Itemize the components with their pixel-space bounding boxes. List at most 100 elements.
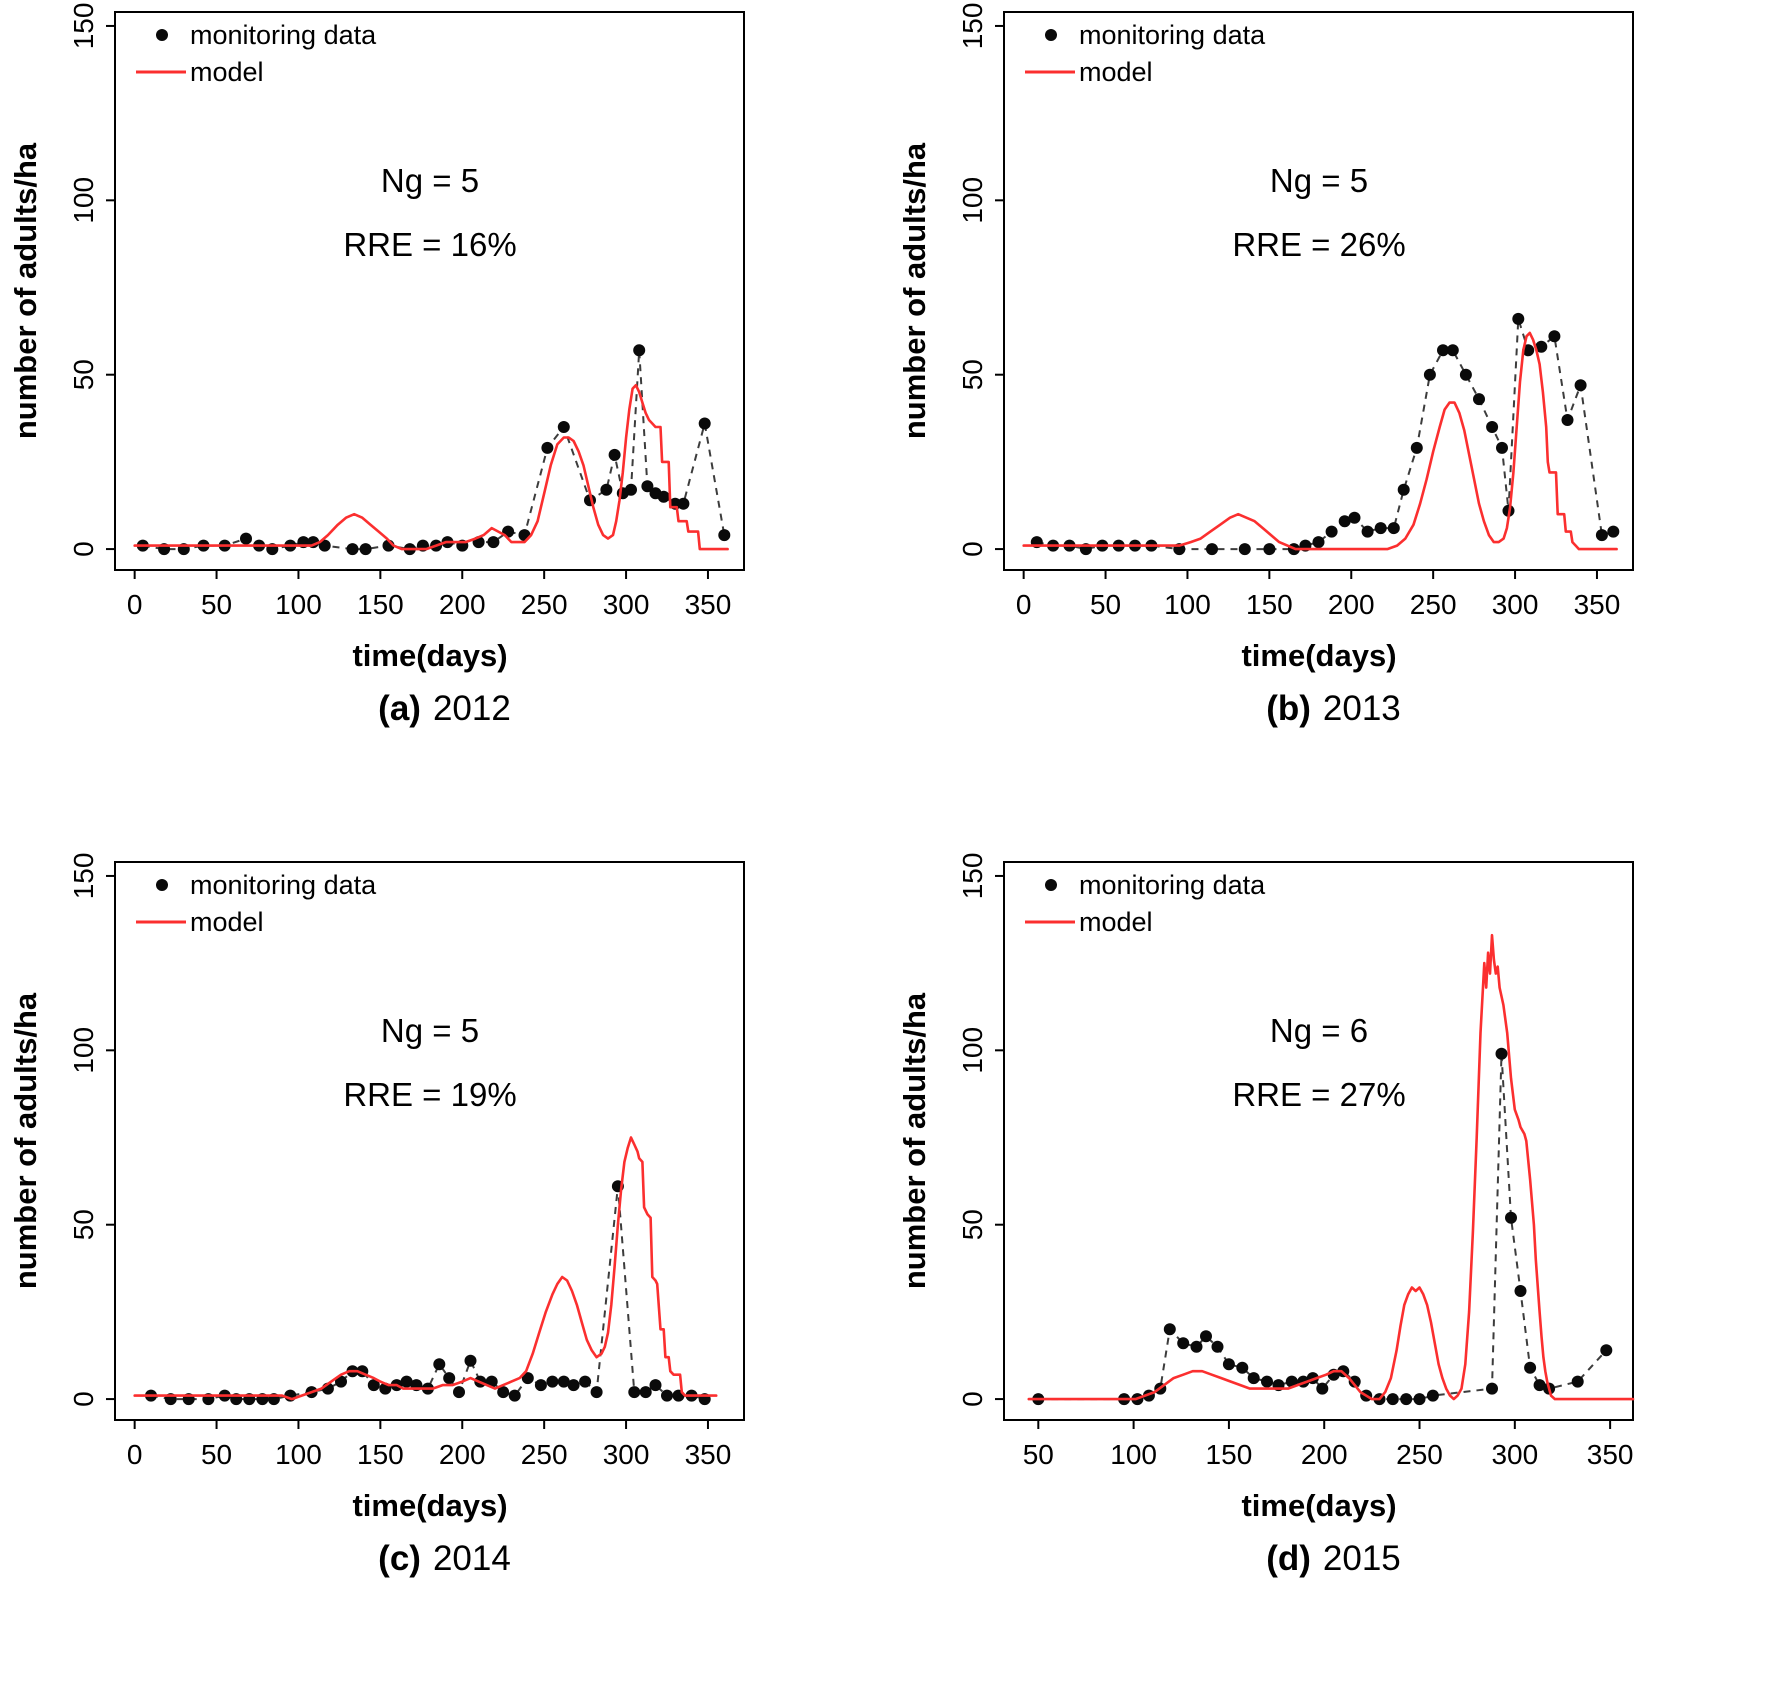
data-point xyxy=(661,1389,673,1402)
legend-model-label: model xyxy=(190,57,264,87)
data-point xyxy=(335,1375,347,1388)
data-point xyxy=(1206,543,1218,556)
x-tick-label: 250 xyxy=(521,589,568,620)
x-axis-label: time(days) xyxy=(1241,1488,1396,1523)
model-line xyxy=(133,383,729,551)
annotation-rre: RRE = 16% xyxy=(343,226,516,263)
data-point xyxy=(1413,1393,1426,1406)
data-point xyxy=(1238,543,1251,556)
data-point xyxy=(1495,1047,1508,1060)
legend-monitoring-label: monitoring data xyxy=(190,870,377,900)
legend-monitoring-point-icon xyxy=(1045,879,1057,891)
data-point xyxy=(1426,1389,1439,1402)
y-tick-label: 100 xyxy=(68,177,99,224)
data-point xyxy=(521,1372,534,1385)
caption-year: 2014 xyxy=(432,1539,511,1578)
chart-panel-2013: 0 50 100 150 200 250 300 350 0 50 100 150 number of… xyxy=(889,0,1778,850)
model-line xyxy=(1022,331,1618,551)
caption-tag: (c) xyxy=(378,1539,421,1578)
data-point xyxy=(1486,1382,1498,1395)
y-axis-label: number of adults/ha xyxy=(897,142,932,439)
x-tick-label: 200 xyxy=(439,1439,486,1470)
y-tick-label: 50 xyxy=(68,1209,99,1240)
chart-2014: 0 50 100 150 200 250 300 350 0 50 100 150 number of… xyxy=(8,853,745,1523)
data-point xyxy=(359,543,372,556)
data-point xyxy=(400,1375,413,1388)
data-point xyxy=(1222,1358,1235,1371)
data-point xyxy=(1571,1375,1584,1388)
caption: (b) 2013 xyxy=(889,689,1778,729)
caption-tag: (a) xyxy=(378,689,421,728)
x-tick-label: 150 xyxy=(1246,589,1293,620)
data-point xyxy=(639,1386,652,1399)
data-point xyxy=(1190,1340,1203,1353)
x-tick-label: 250 xyxy=(1410,589,1457,620)
model-line xyxy=(1027,933,1635,1401)
x-tick-label: 350 xyxy=(1574,589,1621,620)
chart-panel-2014: 0 50 100 150 200 250 300 350 0 50 100 150 number of… xyxy=(0,850,889,1700)
caption-year: 2015 xyxy=(1322,1539,1401,1578)
plot-area: 50 100 150 200 250 300 350 0 50 100 150 xyxy=(957,853,1635,1470)
data-point xyxy=(567,1379,580,1392)
data-point xyxy=(1505,1211,1517,1224)
data-point xyxy=(698,417,711,430)
plot-area: 0 50 100 150 200 250 300 350 0 50 100 150 xyxy=(957,3,1634,620)
annotation-rre: RRE = 27% xyxy=(1232,1076,1405,1113)
legend-monitoring-point-icon xyxy=(156,879,168,891)
x-tick-label: 300 xyxy=(603,589,650,620)
data-point xyxy=(1361,525,1374,538)
chart-panel-2012: 0 50 100 150 200 250 300 350 0 50 100 150 number of… xyxy=(0,0,889,850)
annotation-ng: Ng = 5 xyxy=(1270,162,1368,199)
data-point xyxy=(677,497,690,510)
data-point xyxy=(546,1375,559,1388)
data-point xyxy=(600,483,613,496)
data-point xyxy=(1600,1344,1613,1357)
plot-box xyxy=(1003,861,1634,1421)
legend-model-label: model xyxy=(1079,907,1153,937)
legend-model-label: model xyxy=(190,907,264,937)
data-point xyxy=(625,483,637,496)
annotation-ng: Ng = 6 xyxy=(1270,1012,1368,1049)
data-point xyxy=(1446,344,1459,357)
x-axis-label: time(days) xyxy=(1241,638,1396,673)
data-point xyxy=(318,539,331,552)
x-tick-label: 100 xyxy=(1164,589,1211,620)
y-tick-label: 50 xyxy=(957,1209,988,1240)
data-point xyxy=(590,1386,603,1399)
data-point xyxy=(657,490,670,503)
data-point xyxy=(1514,1285,1527,1297)
y-axis-label: number of adults/ha xyxy=(897,992,932,1289)
data-point xyxy=(1423,368,1436,381)
data-point xyxy=(453,1386,465,1399)
x-tick-label: 0 xyxy=(1016,589,1032,620)
x-tick-label: 200 xyxy=(1328,589,1375,620)
data-point xyxy=(1400,1393,1413,1406)
x-tick-label: 200 xyxy=(439,589,486,620)
data-point xyxy=(541,441,554,454)
chart-2012: 0 50 100 150 200 250 300 350 0 50 100 150 number of… xyxy=(8,3,745,673)
data-point xyxy=(1561,414,1574,426)
x-tick-label: 350 xyxy=(685,1439,732,1470)
data-point xyxy=(1574,379,1587,392)
plot-area: 0 50 100 150 200 250 300 350 0 50 100 150 xyxy=(68,853,745,1470)
data-point xyxy=(649,1379,662,1392)
data-point xyxy=(608,448,621,461)
y-tick-label: 100 xyxy=(957,1027,988,1074)
y-axis-label: number of adults/ha xyxy=(8,992,43,1289)
x-tick-label: 50 xyxy=(1090,589,1121,620)
caption-tag: (d) xyxy=(1266,1539,1311,1578)
data-point xyxy=(1387,522,1400,535)
data-point xyxy=(367,1379,380,1392)
data-point xyxy=(1338,515,1351,528)
caption-year: 2012 xyxy=(432,689,511,728)
data-point xyxy=(1595,529,1608,542)
data-point xyxy=(1437,344,1449,357)
data-point xyxy=(1316,1382,1329,1395)
model-line xyxy=(133,1136,718,1401)
legend-monitoring-label: monitoring data xyxy=(1079,20,1266,50)
monitoring-dashed-line xyxy=(142,350,726,551)
x-tick-label: 250 xyxy=(1396,1439,1443,1470)
chart-2013: 0 50 100 150 200 250 300 350 0 50 100 150 number of… xyxy=(897,3,1634,673)
data-point xyxy=(1261,1375,1273,1388)
